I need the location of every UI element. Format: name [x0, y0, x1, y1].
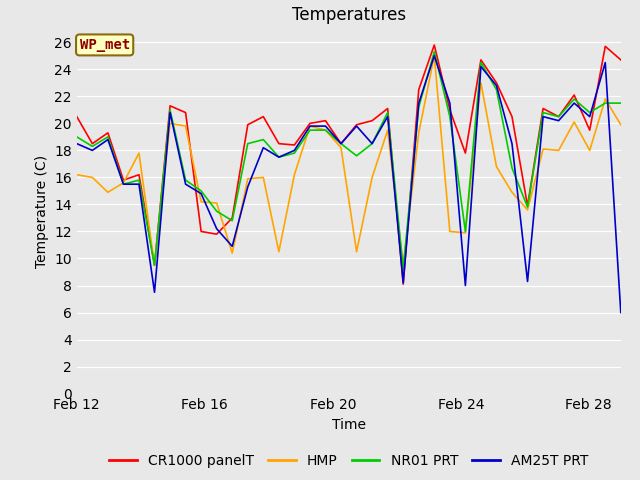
Y-axis label: Temperature (C): Temperature (C) [35, 155, 49, 268]
Title: Temperatures: Temperatures [292, 6, 406, 24]
X-axis label: Time: Time [332, 418, 366, 432]
Text: WP_met: WP_met [79, 38, 130, 52]
Legend: CR1000 panelT, HMP, NR01 PRT, AM25T PRT: CR1000 panelT, HMP, NR01 PRT, AM25T PRT [104, 448, 594, 473]
